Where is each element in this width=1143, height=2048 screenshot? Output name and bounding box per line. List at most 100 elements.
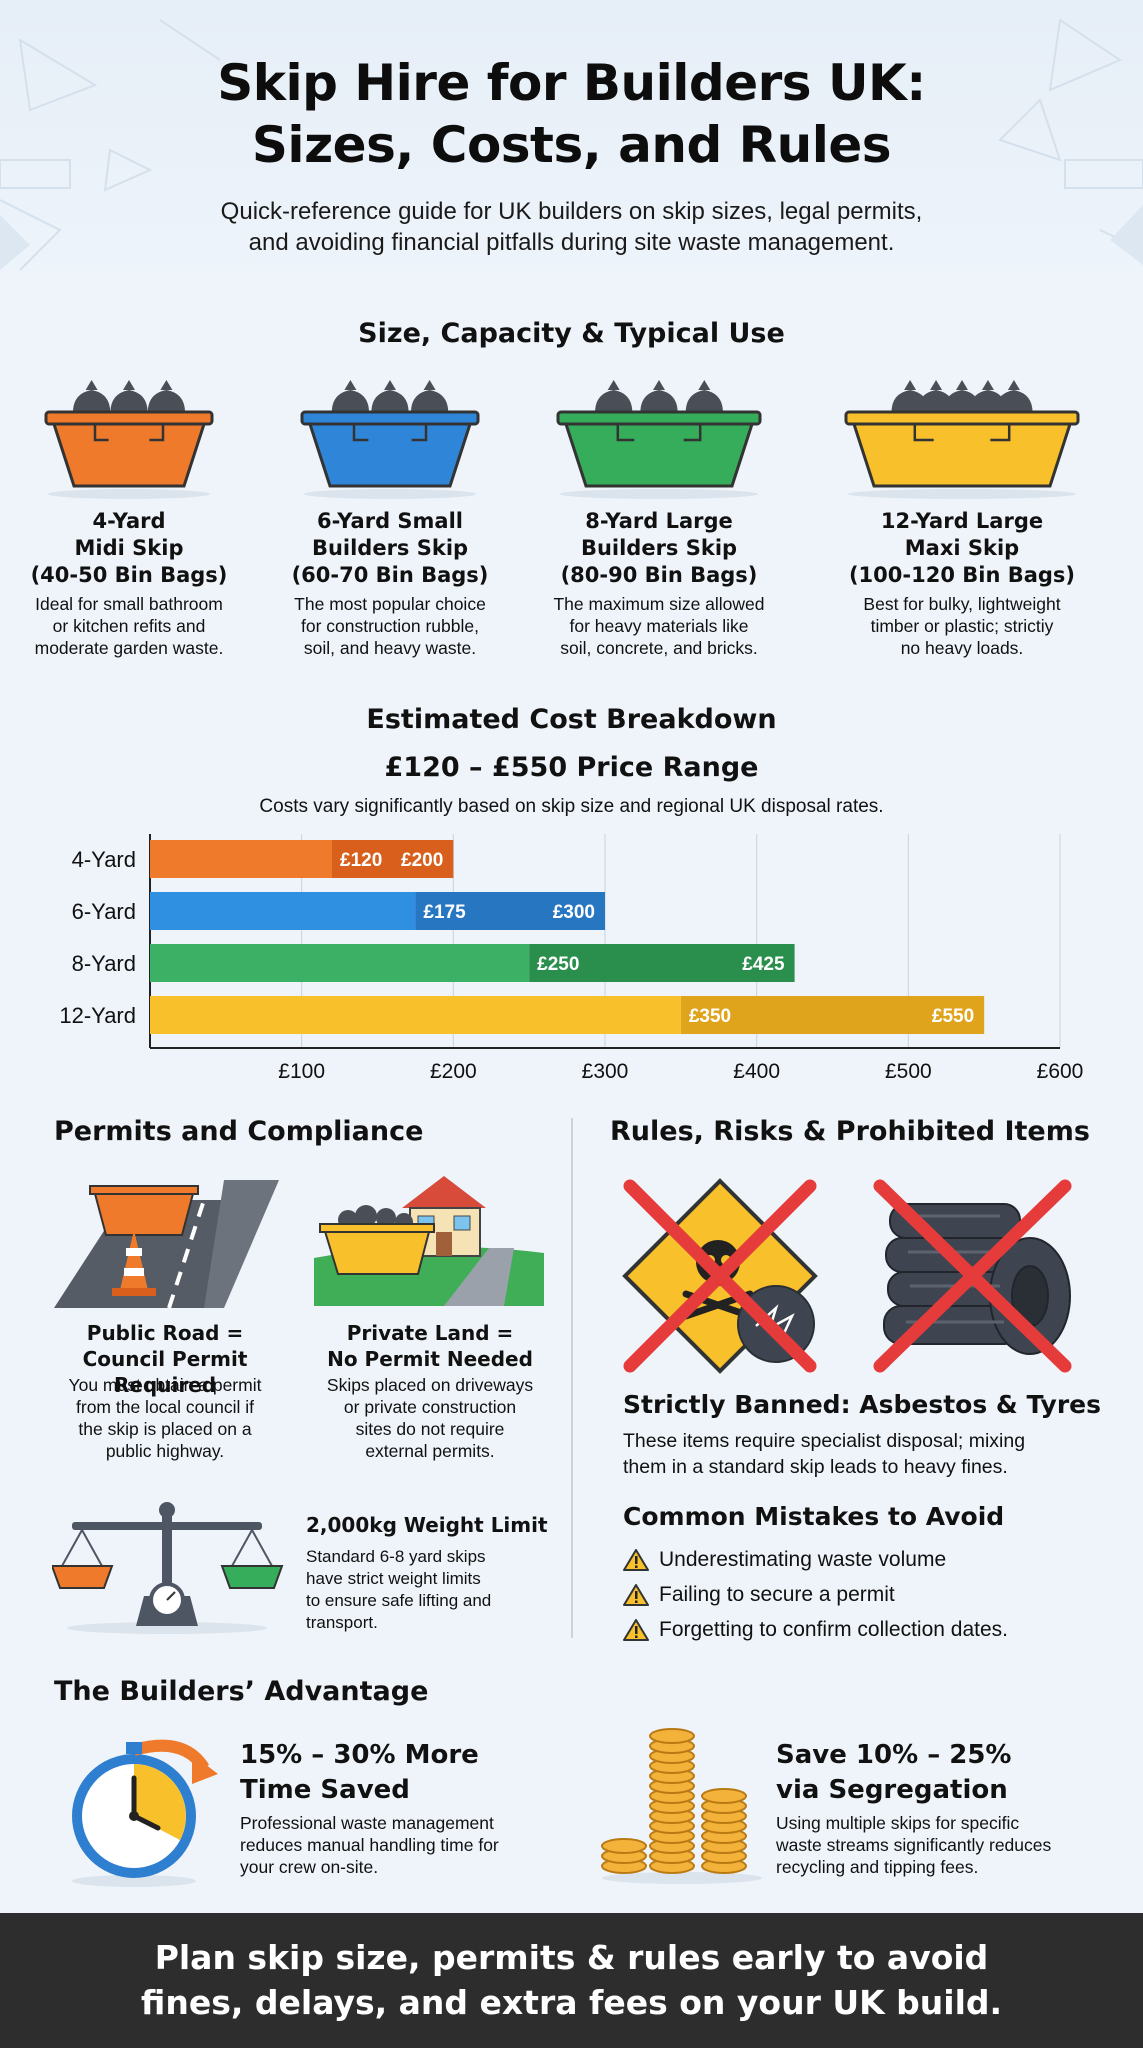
weight-desc-line-1: Standard 6-8 yard skips (306, 1547, 486, 1566)
bar-high-label: £300 (553, 902, 595, 923)
page-title: Skip Hire for Builders UK: Sizes, Costs,… (0, 52, 1143, 176)
header: Skip Hire for Builders UK: Sizes, Costs,… (0, 0, 1143, 292)
public-road-illustration (54, 1180, 279, 1309)
weight-limit-description: Standard 6-8 yard skips have strict weig… (306, 1546, 566, 1634)
skip-description: Best for bulky, lightweight timber or pla… (837, 593, 1087, 659)
cost-note: Costs vary significantly based on skip s… (259, 796, 884, 817)
coin (701, 1788, 747, 1804)
public-road-desc-line-4: public highway. (105, 1441, 225, 1461)
sizes-section-title: Size, Capacity & Typical Use (358, 318, 785, 349)
skip-card: 12-Yard Large Maxi Skip (100-120 Bin Bags)… (837, 350, 1087, 659)
weight-desc-line-2: have strict weight limits (306, 1569, 481, 1588)
skip-card: 6-Yard Small Builders Skip (60-70 Bin Bags… (265, 350, 515, 659)
x-tick-label: £200 (430, 1060, 477, 1083)
weight-limit-title: 2,000kg Weight Limit (306, 1513, 548, 1537)
segregation-title-line-2: via Segregation (776, 1775, 1008, 1805)
bar-low-label: £350 (689, 1006, 731, 1027)
bar-range (332, 840, 454, 878)
permits-section-title: Permits and Compliance (54, 1116, 424, 1147)
skip-name-line: Builders Skip (580, 536, 738, 560)
private-land-desc-line-2: or private construction (343, 1397, 517, 1417)
asbestos-banned-icon (622, 1178, 818, 1374)
bar-low-label: £250 (537, 954, 579, 975)
x-tick-label: £500 (885, 1060, 932, 1083)
page-subtitle: Quick-reference guide for UK builders on… (0, 196, 1143, 258)
private-land-desc-line-1: Skips placed on driveways (326, 1375, 534, 1395)
warning-icon (623, 1618, 649, 1641)
skip-name: 8-Yard Large Builders Skip (80-90 Bin Bags… (534, 508, 784, 589)
mistake-text: Underestimating waste volume (659, 1547, 947, 1571)
skip-desc-line: timber or plastic; strictiy (870, 616, 1054, 636)
bar-base (150, 892, 416, 930)
skip-name-line: (60-70 Bin Bags) (291, 563, 489, 587)
bar-high-label: £425 (742, 954, 785, 975)
public-road-description: You must obtain a permit from the local … (30, 1374, 300, 1462)
public-road-title: Public Road = Council Permit Required (30, 1320, 300, 1398)
weight-desc-line-4: transport. (306, 1613, 378, 1632)
footer-line-2: fines, delays, and extra fees on your UK… (140, 1983, 1003, 2022)
x-tick-label: £300 (582, 1060, 629, 1083)
footer-text: Plan skip size, permits & rules early to… (0, 1935, 1143, 2025)
skip-desc-line: moderate garden waste. (34, 638, 224, 658)
skip-name-line: 6-Yard Small (317, 509, 463, 533)
skip-card: 4-Yard Midi Skip (40-50 Bin Bags) Ideal for… (4, 350, 254, 659)
skip-desc-line: The most popular choice (294, 594, 486, 614)
time-saved-description: Professional waste management reduces ma… (240, 1812, 499, 1878)
banned-desc-line-1: These items require specialist disposal;… (623, 1430, 1026, 1452)
skip-description: The maximum size allowed for heavy materi… (534, 593, 784, 659)
mistakes-title: Common Mistakes to Avoid (623, 1502, 1005, 1531)
time-saved-title-line-1: 15% – 30% More (240, 1740, 479, 1770)
subtitle-line-2: and avoiding financial pitfalls during s… (248, 229, 895, 256)
bar-base (150, 996, 681, 1034)
time-desc-line-3: your crew on-site. (240, 1857, 379, 1877)
save-desc-line-2: waste streams significantly reduces (776, 1835, 1052, 1855)
title-line-2: Sizes, Costs, and Rules (251, 116, 892, 174)
skip-name-line: 4-Yard (92, 509, 166, 533)
coin (649, 1728, 695, 1744)
x-tick-label: £100 (278, 1060, 325, 1083)
bar-base (150, 944, 530, 982)
title-line-1: Skip Hire for Builders UK: (217, 54, 926, 112)
private-land-desc-line-3: sites do not require (355, 1419, 505, 1439)
rules-section-title: Rules, Risks & Prohibited Items (610, 1116, 1090, 1147)
private-land-description: Skips placed on driveways or private con… (300, 1374, 560, 1462)
private-land-title-line-1: Private Land = (346, 1321, 514, 1345)
skip-name: 6-Yard Small Builders Skip (60-70 Bin Bags… (265, 508, 515, 589)
skip-desc-line: Best for bulky, lightweight (863, 594, 1061, 614)
public-road-title-line-2: Council Permit Required (82, 1347, 248, 1397)
skip-icon (556, 380, 762, 499)
bar-low-label: £175 (423, 902, 466, 923)
price-range-heading: £120 – £550 Price Range (384, 752, 759, 783)
tyres-banned-icon (873, 1179, 1072, 1373)
skip-name-line: Midi Skip (74, 536, 184, 560)
weight-scale-icon (52, 1502, 284, 1634)
banned-items-title: Strictly Banned: Asbestos & Tyres (623, 1390, 1101, 1419)
skip-name-line: (40-50 Bin Bags) (30, 563, 228, 587)
header-decoration (0, 18, 1143, 271)
bar-base (150, 840, 332, 878)
segregation-title: Save 10% – 25% via Segregation (776, 1738, 1011, 1808)
subtitle-line-1: Quick-reference guide for UK builders on… (220, 198, 923, 225)
warning-icon (623, 1548, 649, 1571)
mistake-item: Failing to secure a permit (623, 1577, 1008, 1612)
bar-range (415, 892, 605, 930)
skip-card: 8-Yard Large Builders Skip (80-90 Bin Bags… (534, 350, 784, 659)
save-desc-line-3: recycling and tipping fees. (776, 1857, 979, 1877)
private-land-desc-line-4: external permits. (365, 1441, 495, 1461)
coin-stacks-icon (601, 1728, 762, 1884)
banned-desc-line-2: them in a standard skip leads to heavy f… (623, 1456, 1008, 1478)
footer-banner: Plan skip size, permits & rules early to… (0, 1913, 1143, 2048)
private-land-title-line-2: No Permit Needed (327, 1347, 533, 1371)
time-saved-title: 15% – 30% More Time Saved (240, 1738, 479, 1808)
bar-low-label: £120 (340, 850, 382, 871)
stopwatch-icon (72, 1739, 218, 1887)
private-land-illustration (314, 1176, 544, 1306)
skip-name: 4-Yard Midi Skip (40-50 Bin Bags) (4, 508, 254, 589)
coins-group (601, 1728, 747, 1874)
warning-icon (623, 1583, 649, 1606)
skip-desc-line: for heavy materials like (569, 616, 749, 636)
cost-chart: 4-Yard £120 £200 6-Yard £175 £300 8-Yard £250 £4… (59, 834, 1083, 1083)
time-saved-title-line-2: Time Saved (240, 1775, 410, 1805)
footer-line-1: Plan skip size, permits & rules early to… (154, 1938, 989, 1977)
